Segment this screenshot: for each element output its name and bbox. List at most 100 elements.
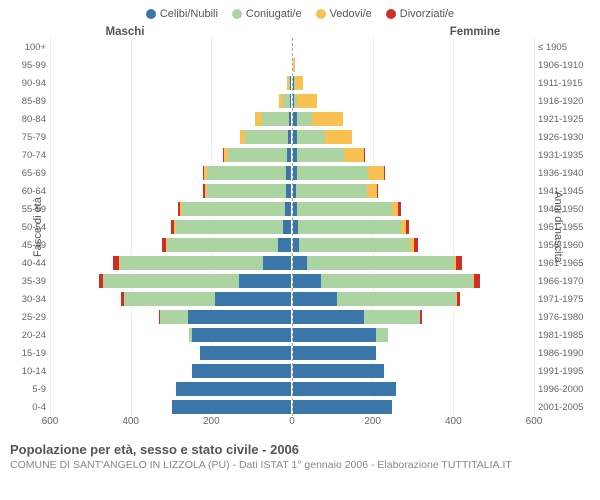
y-tick-age: 80-84 [10, 114, 46, 125]
female-half [292, 92, 534, 110]
y-tick-age: 25-29 [10, 312, 46, 323]
bar-segment [293, 256, 307, 270]
bar-segment [167, 238, 278, 252]
male-bar [177, 201, 292, 217]
bar-segment [283, 94, 291, 108]
legend-swatch [146, 9, 156, 19]
bar-segment [368, 166, 384, 180]
y-tick-age: 75-79 [10, 132, 46, 143]
bar-segment [364, 148, 365, 162]
bar-segment [278, 238, 291, 252]
bar-segment [293, 292, 337, 306]
bar-segment [120, 256, 264, 270]
male-half [50, 254, 292, 272]
bar-segment [293, 400, 392, 414]
y-tick-birth: 1951-1955 [538, 222, 590, 233]
bar-segment [325, 130, 352, 144]
bar-segment [290, 76, 291, 90]
male-half [50, 74, 292, 92]
female-half [292, 290, 534, 308]
bar-segment [297, 148, 344, 162]
bar-segment [176, 382, 291, 396]
bar-segment [384, 166, 386, 180]
bar-segment [297, 166, 368, 180]
bar-segment [293, 58, 295, 72]
center-line [292, 38, 293, 416]
y-tick-age: 85-89 [10, 96, 46, 107]
legend-label: Celibi/Nubili [160, 8, 218, 20]
female-half [292, 218, 534, 236]
bar-segment [456, 256, 462, 270]
y-tick-birth: 1931-1935 [538, 150, 590, 161]
male-bar [170, 219, 292, 235]
bar-segment [296, 184, 367, 198]
female-bar [292, 237, 419, 253]
bar-segment [367, 184, 376, 198]
bar-segment [474, 274, 480, 288]
male-bar [222, 147, 292, 163]
bar-segment [297, 112, 312, 126]
male-half [50, 92, 292, 110]
female-bar [292, 219, 410, 235]
bar-segment [312, 112, 344, 126]
male-half [50, 308, 292, 326]
bar-segment [200, 346, 291, 360]
header-male: Maschi [10, 26, 300, 38]
female-bar [292, 129, 353, 145]
x-tick: 600 [526, 416, 543, 427]
y-tick-birth: 1936-1940 [538, 168, 590, 179]
female-bar [292, 309, 423, 325]
chart-subtitle: COMUNE DI SANT'ANGELO IN LIZZOLA (PU) - … [10, 459, 590, 471]
y-tick-age: 0-4 [10, 402, 46, 413]
x-tick: 0 [289, 416, 295, 427]
pyramid-plot [50, 38, 534, 416]
bar-segment [337, 292, 457, 306]
male-half [50, 200, 292, 218]
female-half [292, 110, 534, 128]
y-tick-birth: 1986-1990 [538, 348, 590, 359]
male-bar [278, 93, 292, 109]
female-bar [292, 363, 385, 379]
female-half [292, 38, 534, 56]
male-half [50, 362, 292, 380]
bar-segment [293, 346, 376, 360]
y-tick-age: 5-9 [10, 384, 46, 395]
y-tick-age: 15-19 [10, 348, 46, 359]
female-bar [292, 75, 305, 91]
legend-swatch [386, 9, 396, 19]
bar-segment [299, 238, 410, 252]
female-half [292, 254, 534, 272]
male-half [50, 290, 292, 308]
male-half [50, 398, 292, 416]
female-half [292, 272, 534, 290]
female-bar [292, 381, 397, 397]
y-tick-birth: 2001-2005 [538, 402, 590, 413]
y-tick-age: 65-69 [10, 168, 46, 179]
female-bar [292, 291, 461, 307]
bar-segment [288, 130, 291, 144]
female-bar [292, 93, 318, 109]
legend-swatch [316, 9, 326, 19]
x-tick: 400 [122, 416, 139, 427]
bar-segment [188, 310, 291, 324]
bar-segment [215, 292, 291, 306]
y-tick-birth: 1946-1950 [538, 204, 590, 215]
female-half [292, 362, 534, 380]
y-tick-birth: 1966-1970 [538, 276, 590, 287]
y-tick-age: 10-14 [10, 366, 46, 377]
male-bar [112, 255, 292, 271]
male-half [50, 236, 292, 254]
y-tick-age: 90-94 [10, 78, 46, 89]
bar-segment [124, 292, 216, 306]
bar-segment [286, 166, 291, 180]
male-half [50, 380, 292, 398]
bar-segment [103, 274, 239, 288]
y-tick-age: 40-44 [10, 258, 46, 269]
x-tick: 200 [203, 416, 220, 427]
y-tick-birth: 1961-1965 [538, 258, 590, 269]
female-half [292, 128, 534, 146]
bar-segment [192, 364, 291, 378]
male-bar [199, 345, 292, 361]
bar-segment [283, 220, 291, 234]
female-bar [292, 165, 386, 181]
